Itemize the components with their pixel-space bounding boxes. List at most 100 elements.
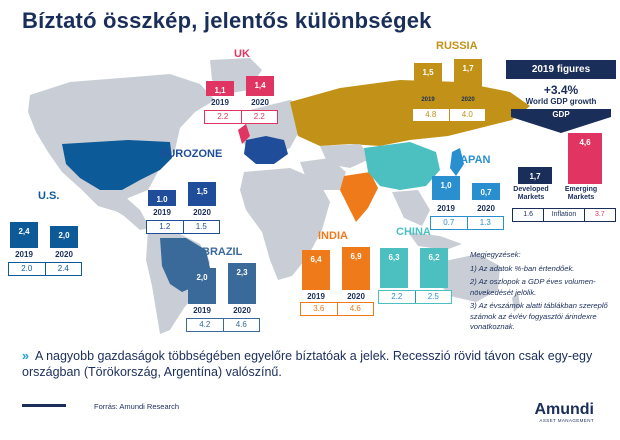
us-label: U.S. [38, 190, 60, 202]
india-inflation-2019: 3.6 [313, 304, 325, 313]
japan-bars: 1,0 0,7 [432, 170, 502, 200]
us-bars: 2,4 2,0 [10, 212, 80, 248]
brazil-bars: 2,0 2,3 [188, 258, 258, 304]
india-inflation-box: 3.6 4.6 [300, 302, 374, 316]
notes: Megjegyzések: 1) Az adatok %-ban értendő… [470, 250, 620, 336]
india-bar-2020: 6,9 [342, 247, 370, 290]
world-inflation-box: 1.6 Inflation 3.7 [512, 208, 616, 222]
russia-label: RUSSIA [436, 40, 478, 52]
gdp-arrow-label: GDP [552, 110, 570, 119]
summary-text: A nagyobb gazdaságok többségében egyelőr… [22, 349, 593, 379]
china-bar-2019: 6,3 [380, 248, 408, 288]
inflation-label: Inflation [543, 209, 585, 221]
uk-shape [238, 124, 250, 144]
japan-inflation-box: 0.7 1.3 [430, 216, 504, 230]
world-panel: 2019 figures +3.4% World GDP growth GDP [506, 60, 616, 133]
world-map [28, 58, 530, 334]
notes-heading: Megjegyzések: [470, 250, 521, 259]
chevron-right-icon: » [22, 349, 29, 363]
china-bar-2020: 6,2 [420, 248, 448, 288]
emerging-markets-label: Emerging Markets [564, 186, 598, 201]
brazil-inflation-box: 4.2 4.6 [186, 318, 260, 332]
china-inflation-2019: 2.2 [391, 292, 403, 301]
us-bar-2020: 2,0 [50, 226, 78, 248]
uk-bar-2019: 1,1 [206, 81, 234, 96]
eurozone-inflation-box: 1.2 1.5 [146, 220, 220, 234]
india-label: INDIA [318, 230, 348, 242]
russia-inflation-2019: 4.8 [425, 110, 437, 119]
brazil-bar-2020: 2,3 [228, 263, 256, 304]
eurozone-year-2019: 2019 [153, 208, 171, 217]
eurozone-inflation-2019: 1.2 [159, 222, 171, 231]
indonesia-shape [408, 232, 462, 250]
japan-shape [450, 148, 464, 176]
us-shape [62, 140, 172, 190]
japan-bar-2019: 1,0 [432, 176, 460, 200]
logo-subtitle: ASSET MANAGEMENT [539, 418, 594, 423]
central-america-shape [100, 192, 150, 230]
russia-inflation-box: 4.8 4.0 [412, 108, 486, 122]
note-item-3: 3) Az évszámok alatti táblákban szereplő… [470, 301, 608, 331]
eurozone-bar-2020: 1,5 [188, 182, 216, 206]
uk-year-2020: 2020 [251, 98, 269, 107]
russia-shape [290, 80, 530, 146]
japan-year-2019: 2019 [437, 204, 455, 213]
us-inflation-box: 2.0 2.4 [8, 262, 82, 276]
developed-inflation: 1.6 [523, 211, 534, 218]
india-year-2019: 2019 [307, 292, 325, 301]
uk-inflation-2019: 2.2 [217, 112, 229, 121]
uk-bars: 1,1 1,4 [206, 62, 276, 96]
china-label: CHINA [396, 226, 431, 238]
eurozone-year-2020: 2020 [193, 208, 211, 217]
russia-bars: 1,5 1,7 [414, 56, 484, 96]
china-bars: 6,3 6,2 [380, 244, 450, 288]
japan-label: JAPAN [454, 154, 491, 166]
brazil-label: BRAZIL [202, 246, 243, 258]
middle-east-shape [300, 158, 346, 190]
china-shape [364, 142, 440, 190]
footer-rule [22, 404, 66, 407]
uk-year-2019: 2019 [211, 98, 229, 107]
figures-badge: 2019 figures [506, 60, 616, 79]
india-inflation-2020: 4.6 [336, 303, 374, 315]
japan-bar-2020: 0,7 [472, 183, 500, 200]
india-shape [340, 172, 378, 222]
us-bar-2019: 2,4 [10, 222, 38, 248]
us-inflation-2020: 2.4 [44, 263, 82, 275]
note-item-2: 2) Az oszlopok a GDP éves volumen-növeke… [470, 277, 596, 297]
russia-bar-2020: 1,7 [454, 59, 482, 96]
russia-inflation-2020: 4.0 [448, 109, 486, 121]
china-inflation-2020: 2.5 [414, 291, 452, 303]
eurozone-inflation-2020: 1.5 [182, 221, 220, 233]
southeast-asia-shape [392, 190, 430, 226]
source-note: Forrás: Amundi Research [94, 402, 180, 411]
japan-inflation-2019: 0.7 [443, 218, 455, 227]
amundi-logo: Amundi ASSET MANAGEMENT [526, 402, 594, 424]
india-bars: 6,4 6,9 [302, 244, 372, 290]
china-inflation-box: 2.2 2.5 [378, 290, 452, 304]
brazil-inflation-2019: 4.2 [199, 320, 211, 329]
japan-inflation-2020: 1.3 [466, 217, 504, 229]
world-bars: 1,7 4,6 [510, 130, 620, 184]
eurozone-shape [244, 136, 288, 164]
uk-bar-2020: 1,4 [246, 76, 274, 96]
brazil-year-2020: 2020 [233, 306, 251, 315]
emerging-inflation: 3.7 [594, 211, 605, 218]
russia-year-2020: 2020 [461, 97, 475, 103]
eurozone-bars: 1.0 1,5 [148, 172, 218, 206]
gdp-arrow-shape [511, 109, 611, 133]
gdp-arrow: GDP [511, 109, 611, 133]
india-year-2020: 2020 [347, 292, 365, 301]
eurozone-label: EUROZONE [160, 148, 223, 160]
uk-inflation-2020: 2.2 [240, 111, 278, 123]
australia-shape [436, 254, 500, 302]
russia-year-2019: 2019 [421, 97, 435, 103]
india-bar-2019: 6,4 [302, 250, 330, 290]
world-growth-label: World GDP growth [525, 97, 597, 106]
emerging-markets-bar: 4,6 [568, 133, 602, 184]
uk-label: UK [234, 48, 250, 60]
brazil-inflation-2020: 4.6 [222, 319, 260, 331]
page-title: Bíztató összkép, jelentős különbségek [22, 8, 432, 33]
developed-markets-bar: 1,7 [518, 167, 552, 184]
russia-bar-2019: 1,5 [414, 63, 442, 96]
